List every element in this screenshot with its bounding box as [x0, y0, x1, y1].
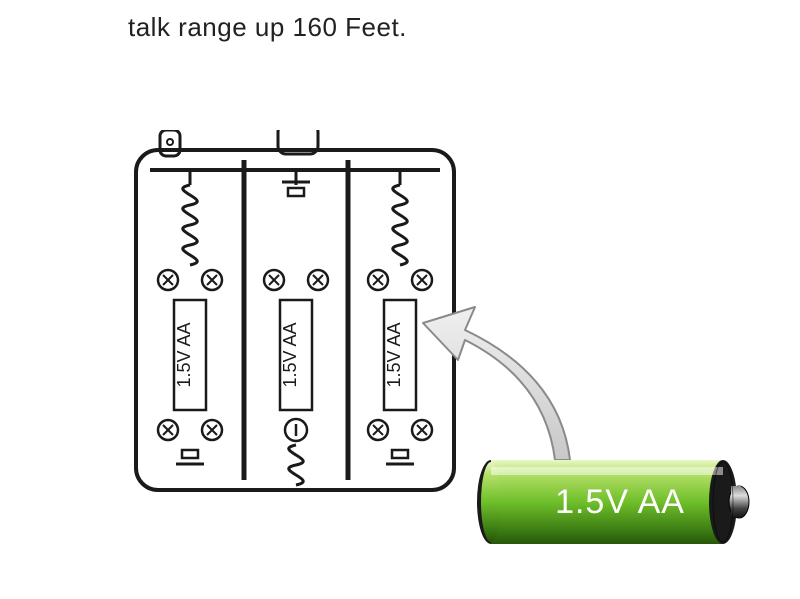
- slot-2: 1.5V AA: [264, 182, 328, 485]
- battery-label: 1.5V AA: [475, 455, 755, 550]
- aa-battery-illustration: 1.5V AA: [475, 455, 755, 550]
- battery-compartment-diagram: 1.5V AA: [130, 130, 460, 490]
- slot-3: 1.5V AA: [368, 185, 432, 464]
- slot-1-label: 1.5V AA: [174, 322, 194, 387]
- slot-1: 1.5V AA: [158, 185, 222, 464]
- slot-3-label: 1.5V AA: [384, 322, 404, 387]
- slot-2-label: 1.5V AA: [280, 322, 300, 387]
- caption-text: talk range up 160 Feet.: [128, 12, 407, 43]
